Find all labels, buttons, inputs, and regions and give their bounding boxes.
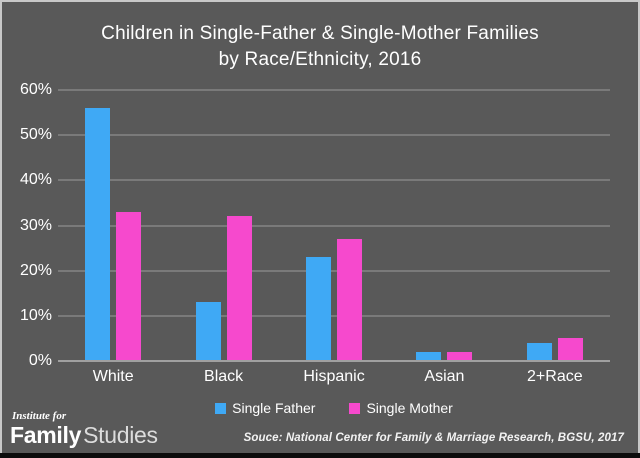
bar-single-father	[85, 108, 111, 361]
plot-area	[58, 89, 610, 362]
y-tick-label: 50%	[19, 126, 52, 144]
y-tick-label: 30%	[19, 216, 52, 234]
y-tick-label: 10%	[19, 306, 52, 324]
logo-studies: Studies	[83, 422, 158, 448]
bar-group-white	[58, 90, 168, 361]
legend-label: Single Mother	[366, 400, 453, 416]
source-text: Souce: National Center for Family & Marr…	[243, 432, 624, 444]
logo-family: Family	[10, 422, 82, 448]
bottom-strip	[0, 453, 640, 458]
chart-title: Children in Single-Father & Single-Mothe…	[0, 21, 640, 73]
gridline-60%	[58, 89, 610, 91]
y-tick-label: 20%	[19, 261, 52, 279]
x-tick-label: Hispanic	[303, 368, 365, 385]
y-axis-labels: 0% 10% 20% 30% 40% 50% 60%	[12, 81, 52, 369]
bar-single-father	[526, 342, 552, 361]
bar-single-father	[305, 257, 331, 361]
x-tick-label: Black	[204, 368, 244, 385]
x-tick-label: White	[92, 368, 134, 385]
y-tick-label: 60%	[19, 81, 52, 98]
y-tick-label: 40%	[19, 171, 52, 189]
bar-single-mother	[447, 351, 473, 361]
bar-single-mother	[226, 216, 252, 361]
chart-title-line2: by Race/Ethnicity, 2016	[218, 49, 422, 70]
legend: Single Father Single Mother	[58, 400, 610, 416]
gridline-30%	[58, 224, 610, 227]
x-tick-label: 2+Race	[527, 368, 583, 385]
bar-single-mother	[116, 211, 142, 361]
legend-item-single-mother: Single Mother	[349, 400, 453, 416]
bar-single-mother	[336, 239, 362, 361]
bar-single-father	[416, 351, 442, 361]
gridline-10%	[58, 314, 610, 317]
legend-swatch-icon	[215, 402, 227, 414]
bar-group-black	[168, 90, 278, 361]
logo-institute-for: Institute for	[12, 410, 67, 422]
chart-title-line1: Children in Single-Father & Single-Mothe…	[101, 23, 539, 44]
gridline-20%	[58, 269, 610, 272]
bar-group-hispanic	[279, 90, 389, 361]
gridline-50%	[58, 134, 610, 137]
bar-group-asian	[389, 90, 499, 361]
bar-single-father	[195, 302, 221, 361]
institute-for-family-studies-logo: Institute for FamilyStudies	[10, 410, 158, 448]
x-tick-label: Asian	[424, 368, 465, 385]
legend-swatch-icon	[349, 402, 361, 414]
logo-family-studies: FamilyStudies	[10, 422, 158, 448]
legend-item-single-father: Single Father	[215, 400, 315, 416]
bar-group-2+race	[500, 90, 610, 361]
gridline-40%	[58, 179, 610, 182]
x-axis-labels: White Black Hispanic Asian 2+Race	[58, 368, 610, 386]
y-tick-label: 0%	[28, 352, 52, 369]
legend-label: Single Father	[232, 400, 316, 416]
gridline-0%	[58, 360, 610, 362]
bar-single-mother	[557, 338, 583, 361]
